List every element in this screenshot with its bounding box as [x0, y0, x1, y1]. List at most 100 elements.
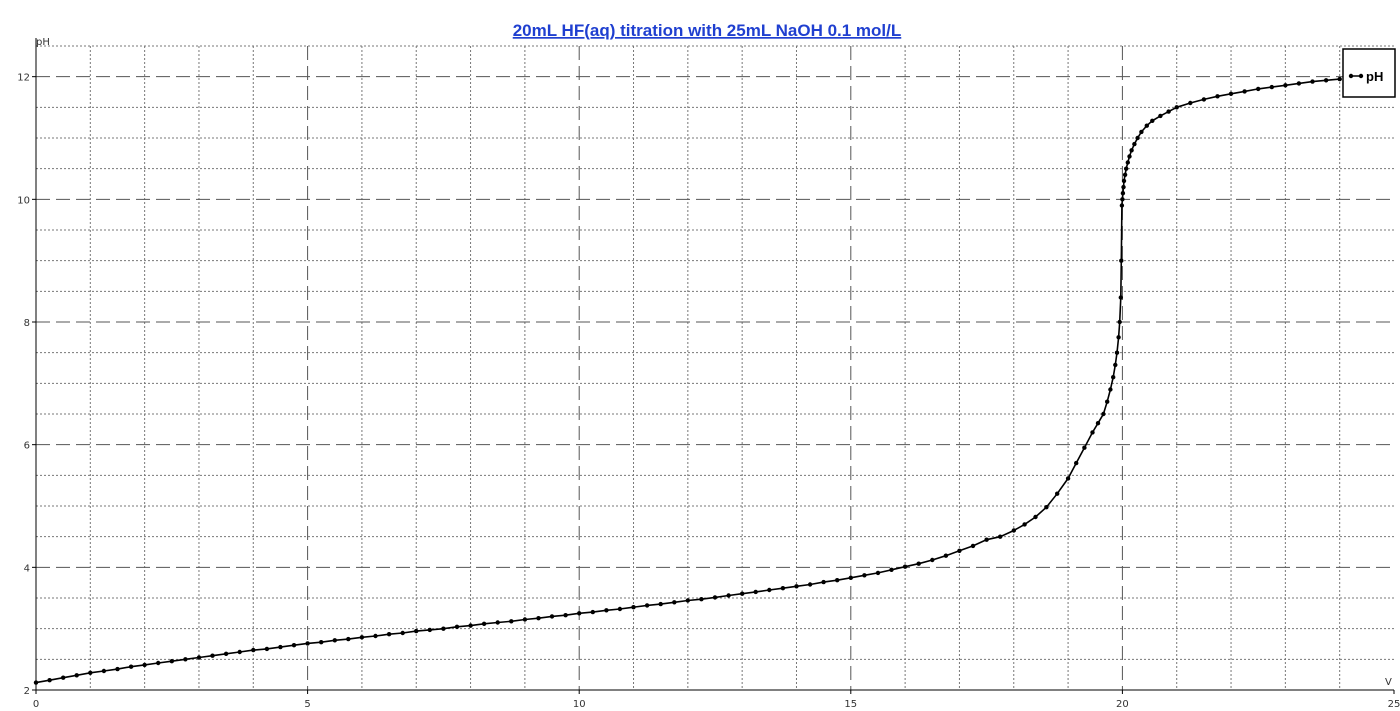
data-point: [1022, 522, 1027, 527]
data-point: [848, 575, 853, 580]
data-point: [1144, 123, 1150, 128]
data-point: [1121, 178, 1127, 184]
x-tick-label: 25: [1388, 699, 1400, 710]
y-tick-label: 12: [17, 73, 30, 84]
data-point: [780, 586, 786, 591]
data-point: [1158, 113, 1163, 119]
x-axis-label: V: [1385, 677, 1392, 688]
data-point: [386, 632, 392, 637]
data-point: [1117, 319, 1122, 325]
data-point: [862, 573, 867, 578]
y-tick-label: 8: [24, 318, 30, 329]
data-point: [88, 670, 93, 675]
data-point: [156, 660, 161, 666]
data-point: [1065, 476, 1071, 481]
data-point: [644, 603, 650, 608]
data-point: [427, 627, 432, 633]
data-point: [943, 553, 949, 558]
data-point: [930, 557, 935, 563]
data-point: [835, 578, 840, 583]
data-point: [1242, 89, 1247, 94]
data-point: [1011, 528, 1016, 533]
data-point: [1228, 91, 1234, 97]
data-point: [1074, 460, 1079, 466]
data-point: [604, 608, 609, 613]
data-point: [563, 613, 568, 618]
data-point: [998, 534, 1003, 539]
data-point: [889, 567, 894, 572]
data-point: [305, 641, 310, 646]
y-tick-label: 6: [24, 441, 30, 452]
data-point: [807, 582, 813, 587]
data-point: [33, 680, 39, 685]
data-point: [1116, 335, 1121, 340]
data-point: [128, 664, 134, 669]
data-point: [821, 579, 826, 585]
data-point: [1129, 148, 1134, 153]
data-point: [251, 647, 256, 653]
data-point: [712, 595, 718, 600]
data-point: [115, 666, 120, 672]
data-point: [481, 621, 487, 626]
data-point: [1119, 203, 1125, 208]
data-point: [1082, 445, 1087, 450]
data-point: [1105, 399, 1110, 404]
legend: pH: [1342, 48, 1396, 98]
data-point: [875, 570, 881, 576]
data-point: [726, 593, 731, 598]
data-point: [1135, 135, 1140, 141]
data-point: [1201, 97, 1207, 102]
data-point: [1310, 79, 1315, 84]
data-point: [495, 620, 500, 625]
data-point: [590, 609, 595, 615]
data-point: [101, 668, 107, 674]
data-point: [1215, 94, 1220, 99]
data-point: [169, 659, 174, 664]
y-tick-label: 4: [24, 563, 30, 574]
y-axis-label: pH: [36, 37, 50, 48]
data-point: [1121, 184, 1126, 190]
data-point: [536, 616, 541, 621]
data-point: [1101, 411, 1106, 417]
data-point: [1108, 387, 1113, 392]
data-point: [1090, 430, 1095, 435]
data-point: [454, 624, 460, 629]
tick-labels: 0 5 10 15 20 25 2 4 6 8 10 12: [17, 73, 1400, 710]
data-point: [577, 611, 582, 616]
legend-marker: [1348, 73, 1354, 79]
data-point: [373, 633, 378, 639]
data-point: [183, 657, 188, 662]
data-point: [617, 606, 623, 612]
x-tick-label: 10: [573, 699, 586, 710]
data-point: [522, 617, 528, 622]
data-point: [142, 662, 147, 668]
data-point: [1174, 105, 1179, 110]
data-point: [1119, 258, 1124, 263]
data-point: [291, 643, 297, 648]
data-point: [916, 561, 921, 566]
data-point: [61, 675, 66, 680]
data-point: [658, 601, 663, 607]
data-point: [468, 623, 473, 628]
data-point: [332, 638, 337, 643]
data-point: [549, 614, 555, 619]
data-point: [631, 605, 636, 610]
data-point: [794, 584, 799, 589]
data-point: [1296, 81, 1302, 86]
data-point: [1125, 160, 1131, 165]
data-point: [1120, 191, 1126, 196]
data-point: [1055, 491, 1060, 496]
legend-label-ph: pH: [1366, 69, 1383, 84]
data-point: [1139, 129, 1144, 135]
data-point: [359, 635, 365, 640]
y-tick-label: 10: [17, 195, 30, 206]
data-point: [210, 653, 215, 658]
data-point: [74, 673, 79, 678]
data-point: [1114, 350, 1120, 355]
data-point: [672, 600, 677, 605]
data-point: [699, 597, 704, 602]
data-point: [196, 655, 202, 660]
data-point: [441, 626, 446, 631]
